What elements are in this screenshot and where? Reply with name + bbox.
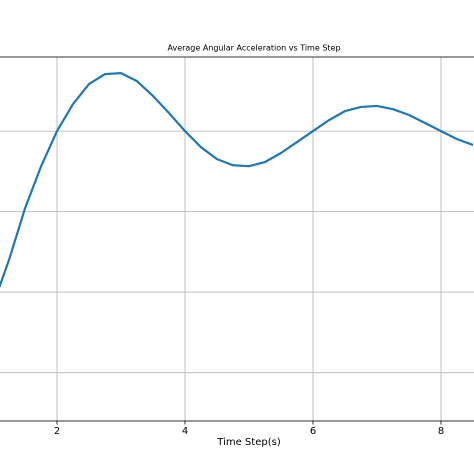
x-tick-label: 6: [310, 426, 316, 437]
x-tick-label: 2: [54, 426, 60, 437]
chart-title: Average Angular Acceleration vs Time Ste…: [167, 44, 340, 53]
x-tick-label: 4: [182, 426, 188, 437]
plot-frame: [0, 56, 474, 422]
data-line: [0, 72, 474, 288]
x-axis-label: Time Step(s): [216, 437, 281, 448]
x-tick-label: 8: [438, 426, 444, 437]
